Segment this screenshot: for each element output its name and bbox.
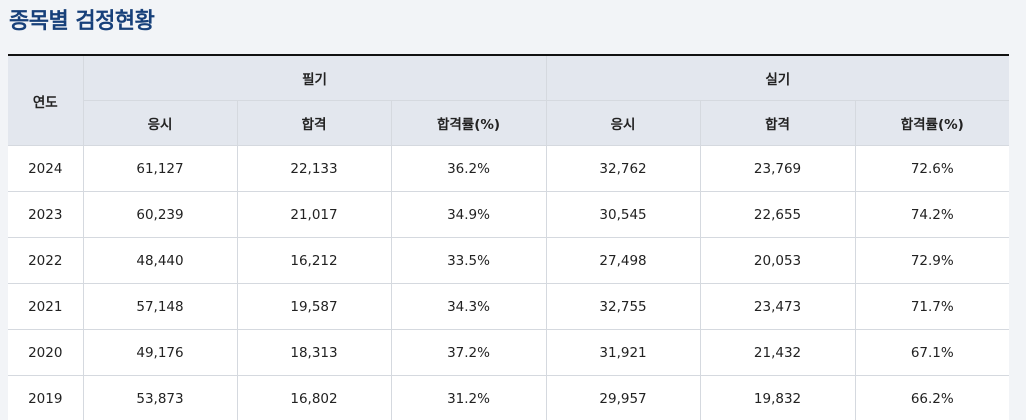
table-row: 2024 61,127 22,133 36.2% 32,762 23,769 7… [8,145,1010,192]
table-body: 2024 61,127 22,133 36.2% 32,762 23,769 7… [8,145,1010,420]
cell-practical-pass-rate: 74.2% [854,191,1010,238]
table-header: 연도 필기 실기 응시 합격 합격률(%) 응시 합격 합격률(%) [8,55,1010,146]
cell-practical-pass-rate: 67.1% [854,329,1010,376]
cell-practical-applicants: 27,498 [545,237,701,284]
header-row-groups: 연도 필기 실기 [8,55,1010,146]
cell-practical-passed: 19,832 [699,375,856,420]
cell-practical-pass-rate: 72.6% [854,145,1010,192]
table-row: 2019 53,873 16,802 31.2% 29,957 19,832 6… [8,375,1010,420]
cell-practical-passed: 20,053 [699,237,856,284]
cell-year: 2019 [8,375,84,420]
table-row: 2021 57,148 19,587 34.3% 32,755 23,473 7… [8,283,1010,330]
page-title: 종목별 검정현황 [9,9,155,34]
header-group-written: 필기 [82,55,547,101]
cell-practical-applicants: 32,762 [545,145,701,192]
header-written-pass-rate: 합격률(%) [390,100,547,146]
table-row: 2020 49,176 18,313 37.2% 31,921 21,432 6… [8,329,1010,376]
cell-written-passed: 18,313 [236,329,392,376]
header-practical-passed: 합격 [699,100,856,146]
cell-written-passed: 16,802 [236,375,392,420]
cell-practical-passed: 22,655 [699,191,856,238]
cell-practical-passed: 21,432 [699,329,856,376]
cell-written-passed: 22,133 [236,145,392,192]
cell-written-applicants: 57,148 [82,283,238,330]
cell-written-applicants: 48,440 [82,237,238,284]
cell-written-passed: 19,587 [236,283,392,330]
header-written-passed: 합격 [236,100,392,146]
cell-written-passed: 21,017 [236,191,392,238]
cell-practical-applicants: 29,957 [545,375,701,420]
header-practical-pass-rate: 합격률(%) [854,100,1010,146]
cell-year: 2024 [8,145,84,192]
cell-practical-pass-rate: 71.7% [854,283,1010,330]
cell-practical-pass-rate: 66.2% [854,375,1010,420]
cell-written-applicants: 49,176 [82,329,238,376]
cell-practical-applicants: 31,921 [545,329,701,376]
cell-written-pass-rate: 34.3% [390,283,547,330]
cell-written-pass-rate: 33.5% [390,237,547,284]
cell-practical-pass-rate: 72.9% [854,237,1010,284]
header-year: 연도 [8,55,84,146]
cell-written-passed: 16,212 [236,237,392,284]
header-group-practical: 실기 [545,55,1010,101]
cell-written-pass-rate: 34.9% [390,191,547,238]
cell-written-pass-rate: 36.2% [390,145,547,192]
header-practical-applicants: 응시 [545,100,701,146]
cell-practical-passed: 23,473 [699,283,856,330]
cell-practical-passed: 23,769 [699,145,856,192]
cell-year: 2021 [8,283,84,330]
table-row: 2022 48,440 16,212 33.5% 27,498 20,053 7… [8,237,1010,284]
cell-practical-applicants: 32,755 [545,283,701,330]
cell-written-applicants: 53,873 [82,375,238,420]
cell-year: 2022 [8,237,84,284]
cell-written-applicants: 60,239 [82,191,238,238]
header-written-applicants: 응시 [83,100,238,146]
table-row: 2023 60,239 21,017 34.9% 30,545 22,655 7… [8,191,1010,238]
header-row-sub: 응시 합격 합격률(%) 응시 합격 합격률(%) [8,100,1010,146]
cell-practical-applicants: 30,545 [545,191,701,238]
cell-written-applicants: 61,127 [82,145,238,192]
cell-year: 2023 [8,191,84,238]
cell-written-pass-rate: 31.2% [390,375,547,420]
cell-written-pass-rate: 37.2% [390,329,547,376]
exam-stats-table: 연도 필기 실기 응시 합격 합격률(%) 응시 합격 합격률(%) 2024 … [8,54,1010,420]
cell-year: 2020 [8,329,84,376]
